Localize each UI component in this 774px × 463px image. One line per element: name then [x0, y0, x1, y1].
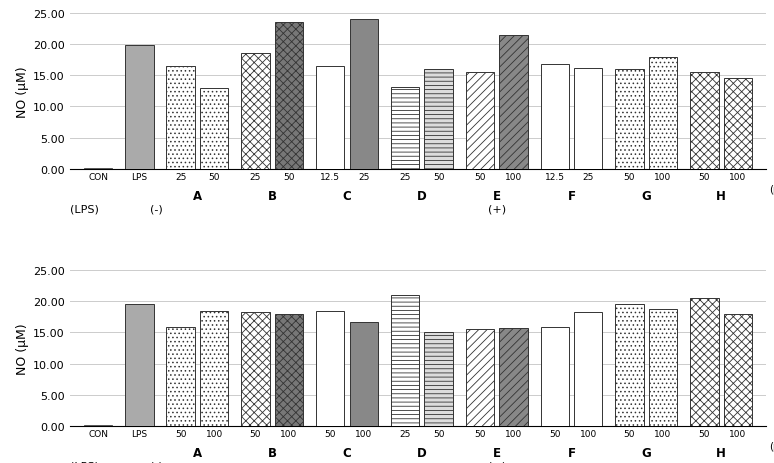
Bar [649, 309, 677, 426]
Bar [499, 36, 528, 169]
Bar [499, 328, 528, 426]
Bar [166, 328, 195, 426]
Bar [424, 70, 453, 169]
Text: G: G [642, 189, 651, 202]
Bar [200, 311, 228, 426]
Bar [241, 312, 269, 426]
Text: A: A [193, 189, 202, 202]
Bar [275, 23, 303, 169]
Text: (LPS): (LPS) [70, 204, 98, 213]
Bar [125, 304, 153, 426]
Text: F: F [567, 446, 576, 459]
Text: D: D [417, 189, 426, 202]
Bar [690, 299, 718, 426]
Text: G: G [642, 446, 651, 459]
Text: C: C [343, 189, 351, 202]
Bar [316, 311, 344, 426]
Text: (μg/mL): (μg/mL) [769, 185, 774, 195]
Bar [690, 73, 718, 169]
Bar [540, 65, 569, 169]
Text: (μg/mL): (μg/mL) [769, 442, 774, 451]
Text: (+): (+) [488, 460, 505, 463]
Text: H: H [716, 189, 726, 202]
Text: D: D [417, 446, 426, 459]
Text: C: C [343, 446, 351, 459]
Text: (LPS): (LPS) [70, 460, 98, 463]
Bar [615, 305, 644, 426]
Bar [649, 57, 677, 169]
Bar [466, 329, 494, 426]
Text: A: A [193, 446, 202, 459]
Text: B: B [268, 446, 276, 459]
Bar [241, 54, 269, 169]
Bar [391, 295, 420, 426]
Text: F: F [567, 189, 576, 202]
Text: H: H [716, 446, 726, 459]
Bar [166, 67, 195, 169]
Y-axis label: NO (μM): NO (μM) [16, 66, 29, 118]
Bar [724, 79, 752, 169]
Bar [200, 88, 228, 169]
Bar [125, 46, 153, 169]
Text: (-): (-) [149, 460, 163, 463]
Bar [391, 88, 420, 169]
Bar [84, 425, 112, 426]
Y-axis label: NO (μM): NO (μM) [16, 322, 29, 374]
Bar [275, 314, 303, 426]
Bar [540, 327, 569, 426]
Text: (+): (+) [488, 204, 505, 213]
Text: (-): (-) [149, 204, 163, 213]
Text: E: E [492, 446, 501, 459]
Bar [724, 315, 752, 426]
Bar [424, 332, 453, 426]
Bar [466, 73, 494, 169]
Bar [574, 312, 602, 426]
Text: E: E [492, 189, 501, 202]
Bar [574, 69, 602, 169]
Bar [350, 20, 378, 169]
Bar [316, 67, 344, 169]
Bar [350, 322, 378, 426]
Text: B: B [268, 189, 276, 202]
Bar [615, 70, 644, 169]
